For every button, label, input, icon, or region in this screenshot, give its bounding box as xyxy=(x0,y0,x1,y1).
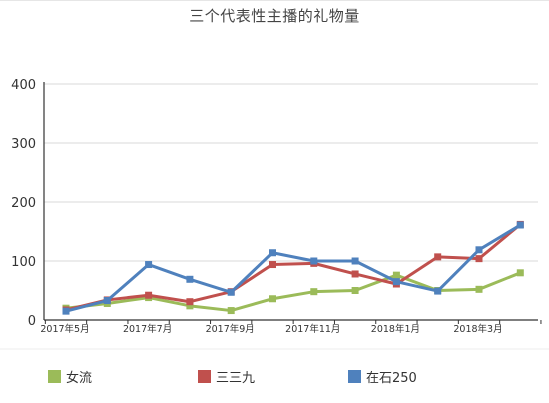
x-tick-label: 2018年3月 xyxy=(453,323,502,335)
data-point xyxy=(186,275,194,283)
x-tick-label: 2017年11月 xyxy=(285,323,340,335)
data-point xyxy=(62,307,70,315)
legend-swatch xyxy=(348,370,361,383)
data-point xyxy=(434,287,442,295)
y-tick-label: 400 xyxy=(11,78,36,93)
data-point xyxy=(351,257,359,265)
chart-title: 三个代表性主播的礼物量 xyxy=(189,7,360,25)
legend-swatch xyxy=(198,370,211,383)
data-point xyxy=(269,249,276,257)
data-point xyxy=(145,291,153,299)
data-point xyxy=(186,302,194,310)
data-point xyxy=(227,307,235,315)
x-tick-label: 2017年7月 xyxy=(123,323,172,335)
series-line-2 xyxy=(65,223,522,313)
data-point xyxy=(392,271,400,279)
series-line-1 xyxy=(65,223,522,312)
data-point xyxy=(475,246,483,254)
legend-label: 在石250 xyxy=(366,371,417,386)
data-point xyxy=(310,257,318,265)
data-point xyxy=(475,255,483,263)
top-border xyxy=(0,0,549,1)
data-point xyxy=(516,221,524,229)
x-tick-label: 2018年1月 xyxy=(371,323,420,335)
legend-label: 三三九 xyxy=(216,371,255,386)
data-point xyxy=(269,295,276,303)
data-point xyxy=(227,288,235,296)
data-point xyxy=(310,288,318,296)
x-tick-label: 2017年5月 xyxy=(40,323,89,335)
data-point xyxy=(103,297,111,305)
data-point xyxy=(392,278,400,286)
data-point xyxy=(351,270,359,278)
data-point xyxy=(475,285,483,293)
legend-label: 女流 xyxy=(66,370,92,386)
y-tick-label: 200 xyxy=(11,196,36,211)
data-point xyxy=(186,298,194,306)
data-point xyxy=(351,287,359,294)
data-point xyxy=(145,261,153,269)
data-point xyxy=(434,253,442,261)
series-line-0 xyxy=(65,271,521,313)
data-point xyxy=(516,269,524,277)
y-tick-label: 0 xyxy=(28,314,36,329)
y-tick-label: 300 xyxy=(11,137,36,152)
x-tick-label: 2017年9月 xyxy=(206,323,255,335)
y-tick-label: 100 xyxy=(11,255,36,270)
data-point xyxy=(269,261,276,269)
legend-swatch xyxy=(48,370,61,383)
